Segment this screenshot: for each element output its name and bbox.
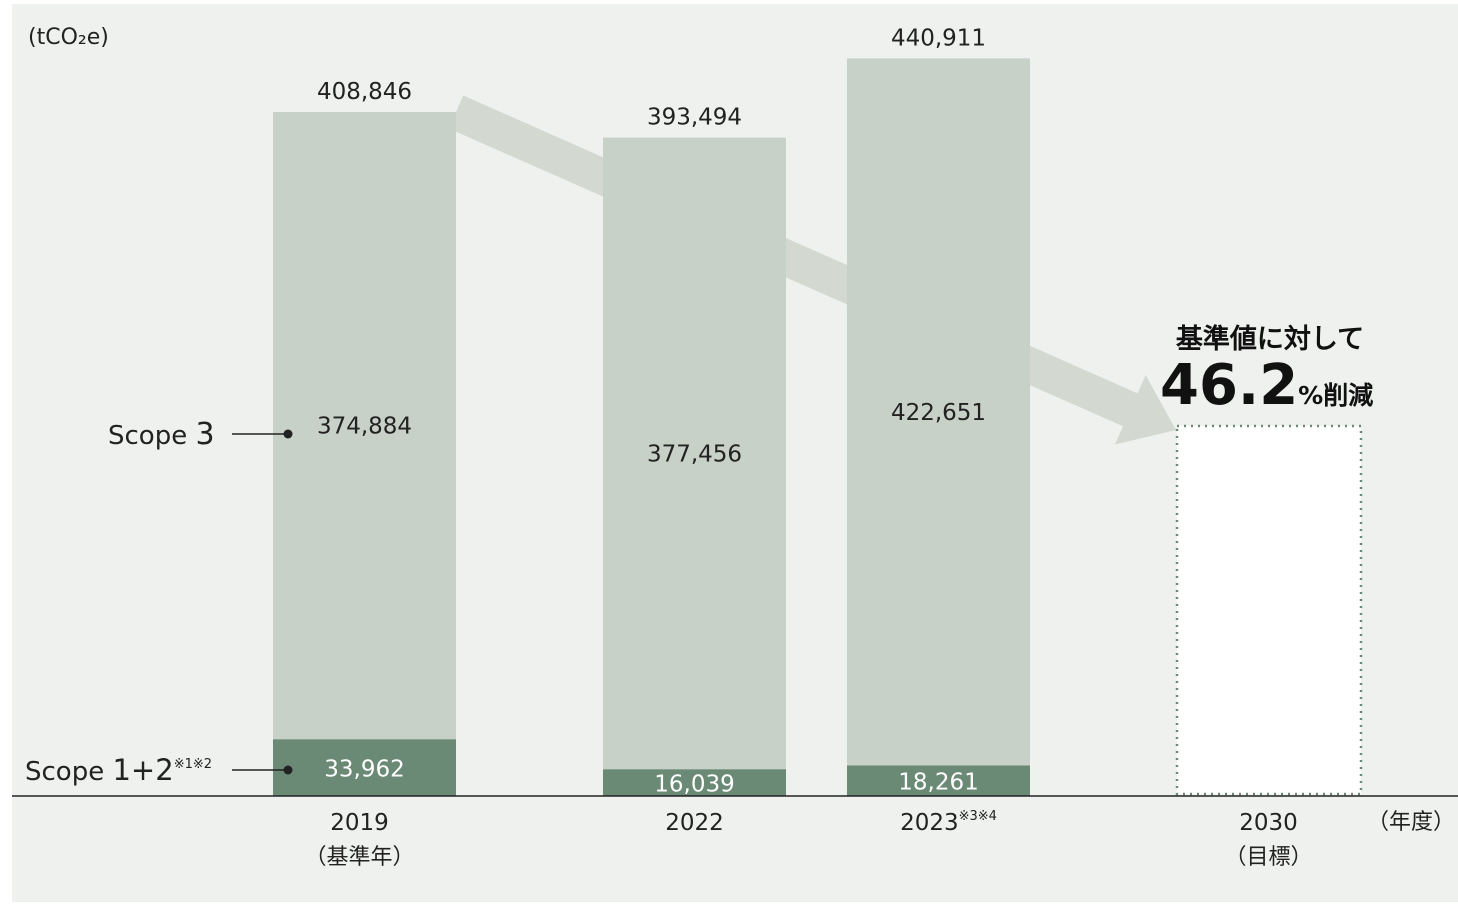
total-label-2022: 393,494 (647, 105, 742, 131)
category-sublabel-2019: （基準年） (304, 845, 414, 870)
target-2030-box (1175, 424, 1363, 796)
target-annotation-value: 46.2%削減 (1160, 353, 1373, 418)
scope3-label-2022: 377,456 (647, 441, 742, 467)
legend-scope12-dot (283, 765, 293, 775)
bar-scope12-2023 (847, 765, 1030, 796)
legend-scope12-label: Scope 1+2※1※2 (25, 753, 212, 787)
category-sublabel-2030: （目標） (1224, 845, 1312, 870)
bar-scope3-2022 (603, 137, 786, 770)
scope12-label-2019: 33,962 (324, 757, 404, 783)
category-label-2022: 2022 (665, 810, 724, 836)
x-unit-label: （年度） (1367, 810, 1455, 835)
category-label-2023: 2023※3※4 (900, 809, 997, 836)
scope12-label-2022: 16,039 (654, 772, 734, 798)
bar-scope3-2019 (273, 112, 456, 740)
y-unit-label: (tCO₂e) (28, 25, 109, 50)
total-label-2019: 408,846 (317, 79, 412, 105)
scope3-label-2019: 374,884 (317, 414, 412, 440)
scope3-label-2023: 422,651 (891, 400, 986, 426)
legend-scope3-dot (283, 429, 293, 439)
scope12-label-2023: 18,261 (898, 770, 978, 796)
category-label-2030: 2030 (1239, 810, 1298, 836)
bar-scope12-2022 (603, 769, 786, 796)
bar-scope12-2019 (273, 739, 456, 796)
bars (273, 58, 1030, 796)
legend-scope3-label: Scope 3 (108, 417, 215, 452)
category-label-2019: 2019 (330, 810, 389, 836)
total-label-2023: 440,911 (891, 25, 986, 51)
target-annotation-line1: 基準値に対して (1176, 323, 1364, 355)
bar-scope3-2023 (847, 58, 1030, 766)
value-labels: 408,846 374,884 33,962 393,494 377,456 16,039… (304, 25, 1312, 870)
